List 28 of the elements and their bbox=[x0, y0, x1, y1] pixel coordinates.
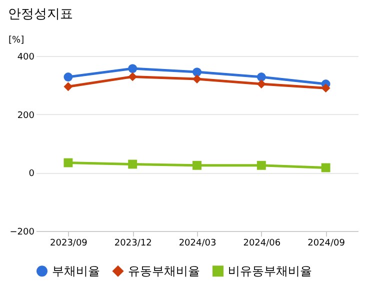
x-tick-label: 2024/09 bbox=[308, 238, 346, 248]
point bbox=[192, 74, 202, 84]
legend-label: 부채비율 bbox=[52, 264, 100, 278]
legend-label: 유동부채비율 bbox=[128, 264, 200, 278]
point bbox=[256, 80, 266, 88]
point bbox=[192, 68, 202, 77]
point bbox=[256, 72, 266, 82]
x-tick-label: 2024/06 bbox=[243, 238, 281, 248]
point bbox=[128, 64, 138, 74]
point bbox=[64, 82, 73, 92]
point bbox=[192, 160, 202, 170]
x-tick-label: 2024/03 bbox=[178, 238, 216, 248]
point bbox=[64, 72, 73, 82]
point bbox=[128, 72, 138, 82]
point bbox=[321, 84, 330, 93]
y-tick-label: 200 bbox=[17, 110, 35, 121]
y-tick-label: 0 bbox=[28, 169, 35, 180]
x-tick-label: 2023/09 bbox=[50, 238, 88, 248]
chart-title: 안정성지표 bbox=[8, 7, 73, 22]
point bbox=[128, 160, 138, 169]
y-axis-title: [%] bbox=[8, 36, 24, 46]
legend-label: 비유동부채비율 bbox=[228, 264, 312, 278]
point bbox=[64, 158, 73, 168]
point bbox=[256, 160, 266, 170]
y-tick-label: −200 bbox=[10, 228, 35, 238]
y-tick-label: 400 bbox=[17, 52, 35, 62]
x-tick-label: 2023/12 bbox=[114, 238, 152, 248]
point bbox=[321, 163, 330, 172]
